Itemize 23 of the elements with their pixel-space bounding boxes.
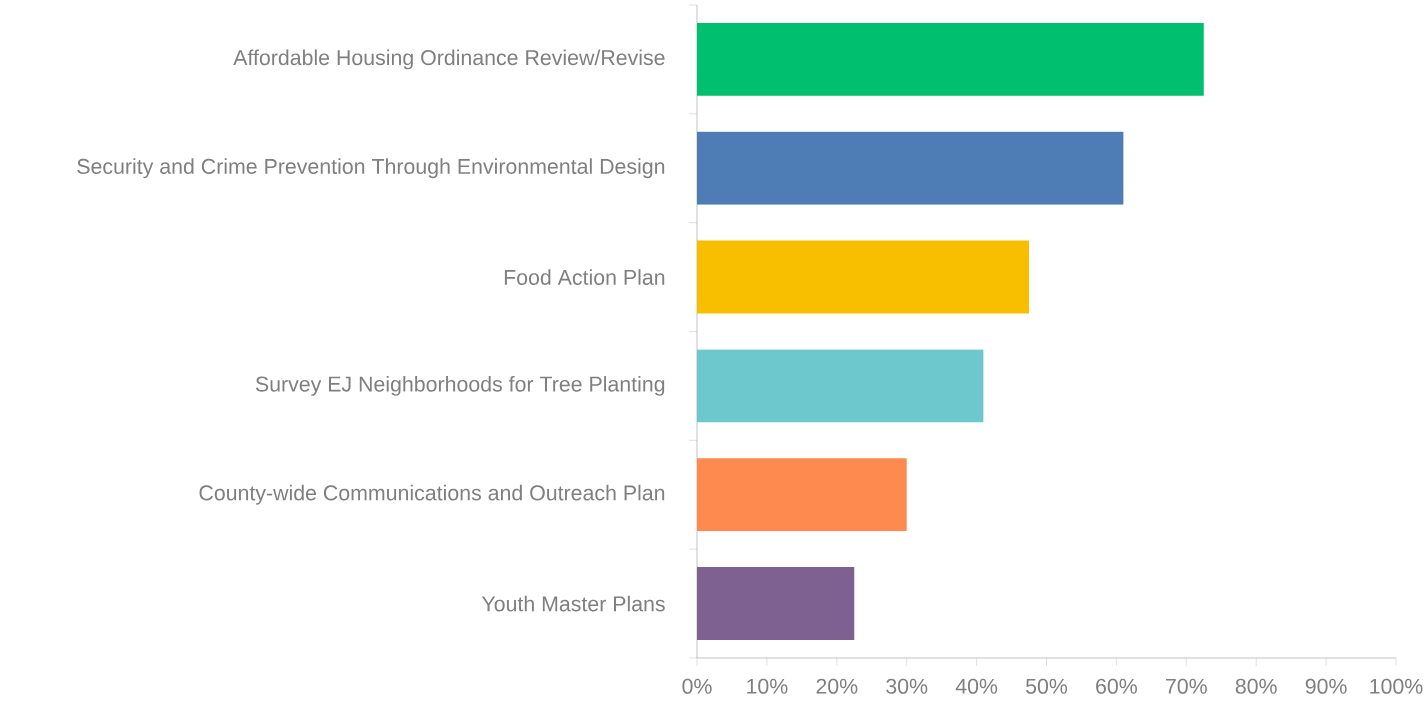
y-tick-label: Affordable Housing Ordinance Review/Revise [233,49,665,70]
x-tick-label: 50% [1026,678,1068,694]
x-tick-label: 80% [1235,678,1277,694]
x-tick-label: 10% [747,678,788,694]
y-tick-label: Youth Master Plans [481,595,665,612]
x-tick-label: 100% [1370,678,1423,694]
bar [697,458,907,532]
x-tick-label: 0% [682,678,712,694]
bar [697,22,1204,96]
x-tick-label: 40% [955,678,998,694]
y-tick-label: Survey EJ Neighborhoods for Tree Planting [255,375,665,396]
x-tick-label: 70% [1166,678,1207,694]
bar [697,349,984,423]
y-tick-label: Food Action Plan [504,269,665,285]
bar [697,567,855,641]
x-tick-label: 20% [816,678,858,694]
y-tick-label: Security and Crime Prevention Through Environmental Design [77,158,665,179]
bar [697,240,1030,314]
bar [697,131,1124,205]
x-tick-label: 60% [1096,678,1137,694]
y-tick-label: County-wide Communications and Outreach Plan [199,484,665,505]
x-tick-label: 30% [886,678,928,694]
x-tick-label: 90% [1305,678,1347,694]
